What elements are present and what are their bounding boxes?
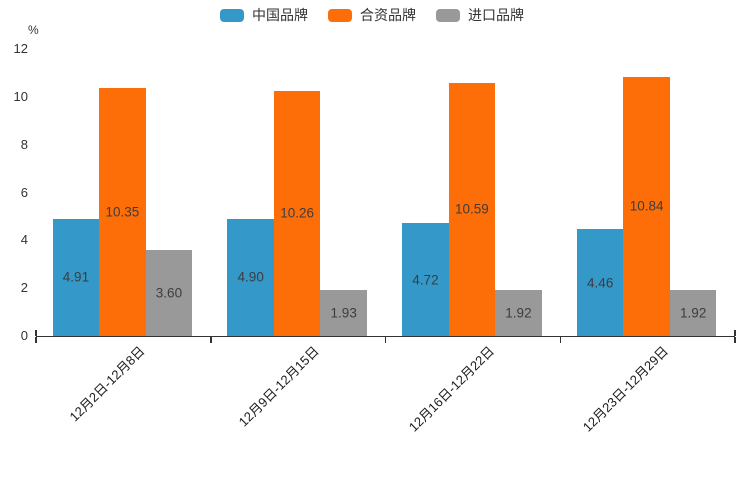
y-axis-unit-label: % [28, 23, 39, 37]
y-axis-tick-label: 12 [13, 41, 28, 56]
bar-value-label: 3.60 [155, 285, 183, 301]
x-axis-tick [384, 336, 387, 343]
bar-value-label: 10.84 [629, 198, 664, 214]
y-axis-tick-label: 8 [20, 136, 28, 152]
bar-joint-venture-brands-3[interactable]: 10.59 [448, 82, 496, 336]
bar-value-label: 4.90 [237, 269, 264, 285]
plot-area: 4.91 10.35 3.60 4.90 10.26 1.93 4.72 10.59 1.92 4… [36, 49, 735, 336]
legend-item-joint-venture-brands[interactable]: 合资品牌 [328, 8, 416, 22]
x-axis-category-label: 12月16日-12月22日 [405, 343, 497, 435]
legend-swatch-china-brands [220, 8, 244, 22]
x-axis-tick [734, 336, 736, 343]
x-axis-end-cap [35, 330, 37, 336]
bar-china-brands-2[interactable]: 4.90 [227, 218, 274, 336]
x-axis-category-label: 12月9日-12月15日 [235, 343, 323, 430]
x-axis-tick [210, 336, 212, 343]
bar-china-brands-4[interactable]: 4.46 [576, 229, 624, 336]
bar-value-label: 1.93 [330, 305, 357, 321]
legend-label: 合资品牌 [360, 7, 416, 23]
bar-joint-venture-brands-1[interactable]: 10.35 [99, 88, 146, 336]
y-axis-tick-label: 4 [20, 232, 28, 248]
x-axis-line [36, 335, 735, 337]
x-axis-category-label: 12月23日-12月29日 [580, 343, 672, 435]
bar-value-label: 4.91 [62, 269, 90, 285]
bar-joint-venture-brands-4[interactable]: 10.84 [623, 76, 670, 336]
bar-imported-brands-4[interactable]: 1.92 [669, 290, 717, 336]
y-axis-tick-label: 0 [20, 328, 28, 343]
bar-value-label: 4.72 [412, 271, 439, 287]
x-axis-category-label: 12月2日-12月8日 [66, 343, 148, 425]
y-axis-tick-label: 2 [20, 280, 28, 296]
bar-value-label: 4.46 [587, 274, 614, 290]
bar-value-label: 10.59 [455, 201, 489, 217]
bar-value-label: 10.35 [105, 204, 140, 220]
legend-swatch-joint-venture-brands [328, 8, 352, 22]
legend-label: 进口品牌 [468, 7, 524, 23]
bar-china-brands-1[interactable]: 4.91 [52, 218, 100, 336]
bar-joint-venture-brands-2[interactable]: 10.26 [273, 90, 321, 336]
legend-label: 中国品牌 [252, 7, 308, 23]
x-axis-end-cap [734, 330, 736, 336]
legend: 中国品牌 合资品牌 进口品牌 [0, 8, 744, 22]
x-axis-tick [559, 336, 561, 343]
y-axis-tick-label: 6 [20, 184, 28, 200]
legend-item-imported-brands[interactable]: 进口品牌 [436, 8, 524, 22]
bar-value-label: 1.92 [680, 305, 707, 321]
y-axis-tick-label: 10 [13, 88, 28, 104]
bar-value-label: 10.26 [280, 205, 315, 221]
bar-imported-brands-2[interactable]: 1.93 [320, 289, 367, 336]
bar-china-brands-3[interactable]: 4.72 [402, 223, 449, 336]
legend-item-china-brands[interactable]: 中国品牌 [220, 8, 308, 22]
bar-imported-brands-1[interactable]: 3.60 [145, 249, 193, 336]
bar-imported-brands-3[interactable]: 1.92 [495, 290, 542, 336]
x-axis-tick [35, 336, 37, 343]
legend-swatch-imported-brands [436, 8, 460, 22]
bar-value-label: 1.92 [505, 305, 532, 321]
